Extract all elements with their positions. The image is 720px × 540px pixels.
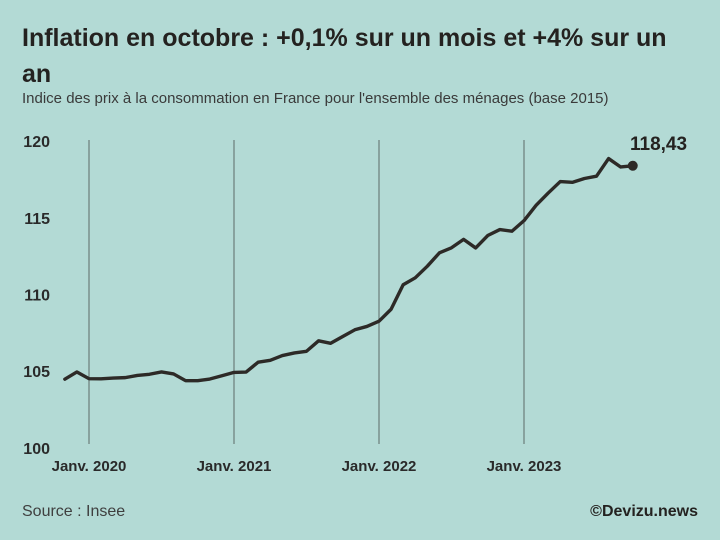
x-tick-label: Janv. 2023 — [487, 458, 562, 475]
source-credit: Source : Insee — [22, 503, 126, 520]
y-tick-label: 115 — [24, 211, 50, 228]
y-tick-label: 120 — [23, 134, 50, 151]
brand-credit: ©Devizu.news — [590, 503, 698, 520]
x-tick-label: Janv. 2021 — [197, 458, 272, 475]
headline: Inflation en octobre : +0,1% sur un mois… — [22, 24, 667, 88]
chart-subtitle: Indice des prix à la consommation en Fra… — [22, 90, 609, 107]
footer: Source : Insee ©Devizu.news — [22, 503, 698, 521]
y-tick-label: 100 — [23, 441, 50, 458]
x-tick-label: Janv. 2020 — [52, 458, 127, 475]
y-axis-labels: 100 105 110 115 120 — [23, 134, 50, 458]
x-tick-label: Janv. 2022 — [342, 458, 417, 475]
latest-point-marker — [627, 160, 638, 171]
y-tick-label: 105 — [23, 364, 50, 381]
cpi-series-line — [63, 156, 635, 383]
year-gridlines-layer — [88, 140, 525, 444]
y-tick-label: 110 — [24, 288, 50, 305]
x-axis-labels: Janv. 2020 Janv. 2021 Janv. 2022 Janv. 2023 — [52, 458, 562, 475]
latest-value-label: 118,43 — [630, 134, 687, 155]
